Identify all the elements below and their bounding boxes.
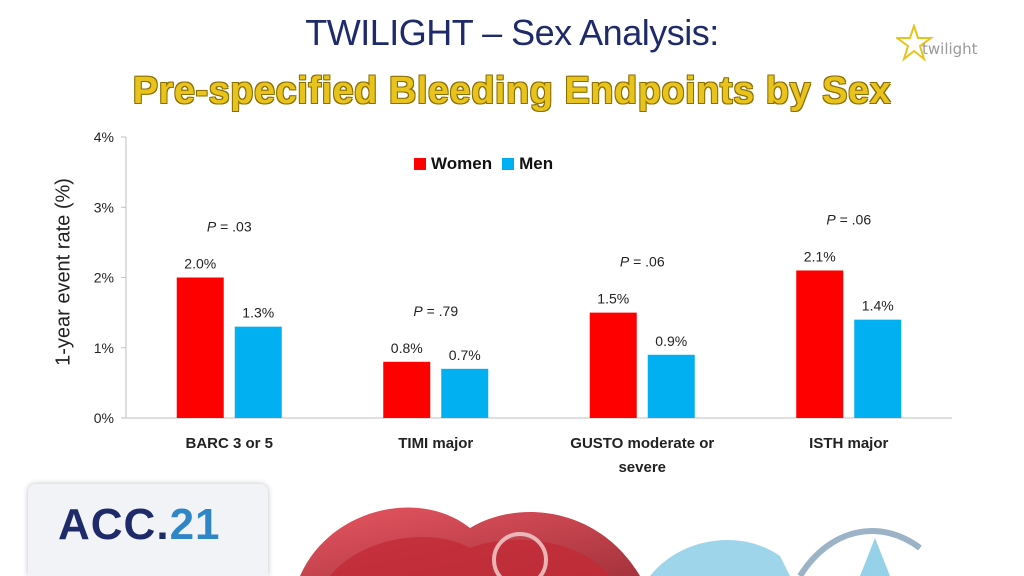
star-icon (893, 22, 935, 62)
data-label-women: 0.8% (391, 340, 423, 356)
data-label-women: 2.0% (184, 256, 216, 272)
x-tick-label: GUSTO moderate or (570, 435, 714, 452)
data-label-men: 1.4% (862, 298, 894, 314)
y-tick-label: 1% (94, 340, 114, 356)
acc-logo-number: 21 (169, 500, 221, 549)
bar-men (854, 319, 902, 418)
p-value-label: P = .06 (826, 211, 871, 227)
page-title: TWILIGHT – Sex Analysis: (305, 12, 719, 53)
x-tick-label: ISTH major (809, 435, 888, 452)
acc-logo-badge (28, 484, 268, 576)
bar-men (234, 326, 282, 418)
legend-item-women: Women (414, 154, 492, 174)
bar-men (441, 368, 489, 418)
data-label-men: 0.9% (655, 333, 687, 349)
twilight-logo: twilight (893, 22, 992, 64)
x-tick-label: severe (618, 459, 666, 476)
x-tick-label: BARC 3 or 5 (185, 435, 273, 452)
legend-swatch-men (502, 158, 515, 170)
footer-decoration (300, 507, 922, 576)
legend-swatch-women (414, 158, 426, 170)
legend-label-women: Women (431, 154, 493, 173)
y-tick-label: 0% (94, 410, 114, 426)
acc-logo-prefix: ACC. (58, 500, 170, 549)
bar-women (796, 270, 844, 418)
bar-women (176, 277, 224, 418)
p-value-label: P = .03 (207, 219, 252, 235)
y-tick-label: 4% (94, 129, 114, 145)
acc-logo: ACC.21 (58, 500, 221, 550)
bar-men (647, 354, 695, 418)
data-label-men: 1.3% (242, 305, 274, 321)
legend-item-men: Men (502, 154, 553, 174)
legend-label-men: Men (519, 154, 554, 173)
data-label-women: 1.5% (597, 291, 629, 307)
p-value-label: P = .06 (620, 254, 665, 270)
y-tick-label: 3% (94, 199, 114, 215)
y-tick-label: 2% (94, 270, 114, 286)
chart-legend: Women Men (414, 154, 553, 174)
bar-women (589, 312, 637, 418)
p-value-label: P = .79 (413, 303, 458, 319)
bar-women (383, 361, 431, 418)
page-subtitle: Pre-specified Bleeding Endpoints by Sex (132, 70, 892, 112)
twilight-logo-text: twilight (922, 40, 978, 58)
data-label-women: 2.1% (804, 248, 836, 264)
bar-chart: 0% 1% 2% 3% 4% 2.0% 1.3% P = .03 BARC 3 or 5 0.8%… (94, 129, 952, 476)
data-label-men: 0.7% (449, 347, 481, 363)
x-tick-label: TIMI major (398, 435, 473, 452)
